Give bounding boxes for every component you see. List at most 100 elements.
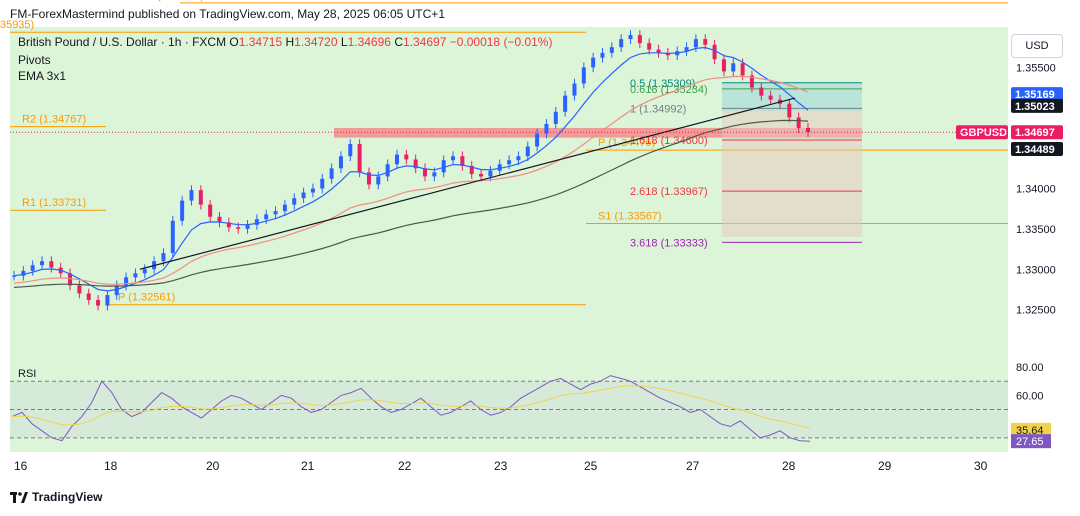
candle-body [600, 52, 605, 58]
candle-body [376, 176, 381, 185]
fib-level-label: 3.618 (1.33333) [630, 237, 708, 249]
price-tick-label: 1.32500 [1016, 305, 1056, 317]
rsi-tick-label: 80.00 [1016, 362, 1044, 374]
fib-level-label: 0.618 (1.35234) [630, 84, 708, 96]
candle-body [721, 59, 726, 72]
candle-body [30, 265, 35, 271]
candle-body [693, 39, 698, 48]
candle-body [254, 219, 259, 225]
candle-body [21, 270, 26, 276]
candle-body [394, 154, 399, 165]
candle-body [105, 295, 110, 306]
candle-body [609, 47, 614, 53]
candle-body [180, 200, 185, 221]
tradingview-logo-icon [10, 492, 28, 504]
trendline [139, 97, 796, 270]
candle-body [806, 127, 810, 132]
pivot-label: R1 (1.36299) [140, 0, 204, 2]
candle-body [740, 63, 745, 76]
candle-body [133, 273, 138, 278]
candle-body [49, 261, 54, 268]
ema-legend[interactable]: EMA 3x1 [18, 69, 67, 83]
price-tick-label: 1.34000 [1016, 184, 1056, 196]
brand-name: TradingView [32, 490, 103, 504]
time-tick-label: 21 [301, 459, 315, 473]
tradingview-brand[interactable]: TradingView [10, 490, 102, 504]
candle-body [329, 168, 334, 179]
ohlc-low: 1.34696 [347, 35, 391, 49]
candle-body [301, 192, 306, 199]
candle-body [488, 170, 493, 177]
candle-body [292, 198, 297, 205]
candle-body [77, 285, 82, 294]
candle-body [208, 204, 213, 217]
ohlc-l-label: L [340, 35, 348, 49]
candle-body [320, 178, 325, 189]
time-tick-label: 30 [974, 459, 988, 473]
rsi-ma-value: 35.64 [1016, 425, 1044, 437]
candle-body [581, 67, 586, 84]
ohlc-o-label: O [229, 35, 239, 49]
candle-body [731, 63, 736, 72]
candle-body [282, 204, 287, 212]
price-axis-label-text: 1.34697 [1015, 127, 1055, 139]
candle-body [441, 160, 446, 173]
candle-body [432, 172, 437, 177]
ohlc-high: 1.34720 [294, 35, 338, 49]
price-axis-label [1011, 87, 1063, 102]
time-tick-label: 18 [104, 459, 118, 473]
time-tick-label: 20 [206, 459, 220, 473]
candle-body [656, 49, 661, 53]
candle-body [591, 57, 596, 68]
fib-level-label: 1 (1.34992) [630, 103, 686, 115]
candle-body [366, 172, 371, 185]
currency-button[interactable]: USD [1011, 34, 1063, 58]
publish-caption: FM-ForexMastermind published on TradingV… [10, 7, 445, 21]
candle-body [245, 224, 250, 229]
candle-body [357, 144, 362, 173]
price-axis-label-text: 1.35169 [1015, 89, 1055, 101]
time-tick-label: 29 [878, 459, 892, 473]
time-tick-label: 27 [686, 459, 700, 473]
price-axis-label-text: GBPUSD [960, 127, 1007, 139]
rsi-tick-label: 60.00 [1016, 390, 1044, 402]
pivot-label: R2 (1.35935) [0, 19, 34, 31]
candle-body [413, 159, 418, 169]
ema-slow-line [13, 119, 809, 288]
rsi-ma-value-badge [1011, 422, 1051, 437]
candle-body [759, 87, 764, 96]
candle-body [310, 188, 315, 193]
fib-box-lower [722, 110, 862, 237]
candle-body [161, 253, 166, 262]
candle-body [68, 273, 73, 286]
candle-body [796, 117, 801, 128]
pivots-legend[interactable]: Pivots [18, 53, 51, 67]
pivot-label: R2 (1.34767) [22, 114, 86, 126]
candle-body [114, 285, 119, 296]
price-axis-label [1011, 125, 1063, 140]
fib-level-label: 0.5 (1.35309) [630, 78, 695, 90]
candle-body [236, 227, 241, 229]
candle-body [572, 83, 577, 96]
price-tick-label: 1.35500 [1016, 62, 1056, 74]
candle-body [348, 144, 353, 157]
candle-body [86, 293, 91, 300]
price-tick-label: 1.33000 [1016, 264, 1056, 276]
candle-body [404, 154, 409, 160]
price-axis-label-text: 1.34489 [1015, 144, 1055, 156]
candle-body [469, 165, 474, 174]
candle-body [264, 214, 269, 220]
time-tick-label: 22 [398, 459, 412, 473]
rsi-legend[interactable]: RSI [18, 368, 37, 380]
candle-body [170, 220, 175, 254]
candle-body [385, 164, 390, 177]
ohlc-change: −0.00018 (−0.01%) [449, 35, 553, 49]
resistance-zone [334, 127, 862, 138]
price-tick-label: 1.33500 [1016, 224, 1056, 236]
candle-body [535, 133, 540, 147]
candle-body [226, 222, 231, 228]
candle-body [460, 156, 465, 166]
candle-body [40, 261, 45, 266]
candle-body [451, 156, 456, 161]
